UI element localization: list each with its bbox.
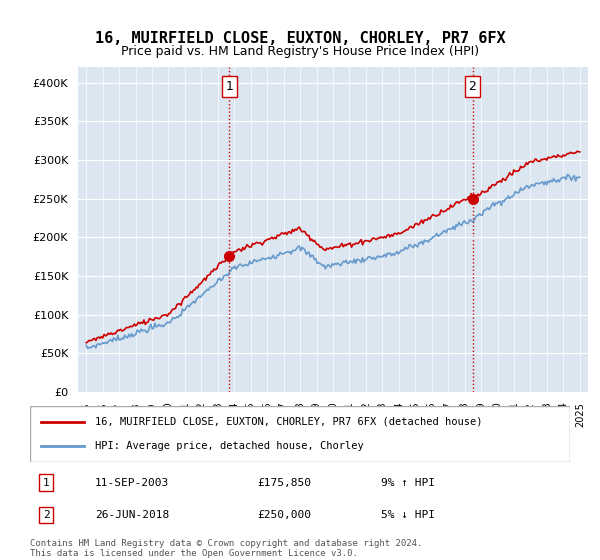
Text: £250,000: £250,000 <box>257 510 311 520</box>
Text: 5% ↓ HPI: 5% ↓ HPI <box>381 510 435 520</box>
Text: Price paid vs. HM Land Registry's House Price Index (HPI): Price paid vs. HM Land Registry's House … <box>121 45 479 58</box>
Text: 16, MUIRFIELD CLOSE, EUXTON, CHORLEY, PR7 6FX (detached house): 16, MUIRFIELD CLOSE, EUXTON, CHORLEY, PR… <box>95 417 482 427</box>
Text: 1: 1 <box>43 478 50 488</box>
Text: 1: 1 <box>225 80 233 93</box>
Text: Contains HM Land Registry data © Crown copyright and database right 2024.
This d: Contains HM Land Registry data © Crown c… <box>30 539 422 558</box>
Text: 16, MUIRFIELD CLOSE, EUXTON, CHORLEY, PR7 6FX: 16, MUIRFIELD CLOSE, EUXTON, CHORLEY, PR… <box>95 31 505 46</box>
Text: 2: 2 <box>469 80 476 93</box>
Text: 2: 2 <box>43 510 50 520</box>
Text: 11-SEP-2003: 11-SEP-2003 <box>95 478 169 488</box>
Text: HPI: Average price, detached house, Chorley: HPI: Average price, detached house, Chor… <box>95 441 364 451</box>
Text: £175,850: £175,850 <box>257 478 311 488</box>
Text: 9% ↑ HPI: 9% ↑ HPI <box>381 478 435 488</box>
Text: 26-JUN-2018: 26-JUN-2018 <box>95 510 169 520</box>
FancyBboxPatch shape <box>30 406 570 462</box>
